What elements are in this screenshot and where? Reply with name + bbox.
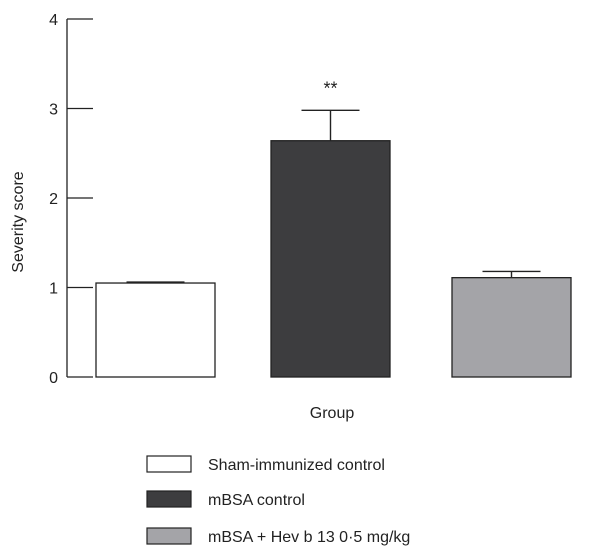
legend-swatch — [146, 455, 192, 473]
legend: Sham-immunized control mBSA control mBSA +… — [146, 455, 410, 546]
y-tick-label: 0 — [49, 370, 58, 387]
bar — [270, 140, 391, 378]
legend-swatch — [146, 490, 192, 508]
y-tick-label: 2 — [49, 191, 58, 208]
y-axis: 0 1 2 3 4 — [49, 12, 93, 387]
legend-label: mBSA control — [208, 492, 305, 509]
legend-swatch — [146, 527, 192, 545]
y-tick-label: 3 — [49, 102, 58, 119]
significance-label: ** — [323, 78, 337, 98]
y-axis-label: Severity score — [10, 171, 27, 272]
legend-label: mBSA + Hev b 13 0·5 mg/kg — [208, 529, 410, 546]
legend-label: Sham-immunized control — [208, 457, 385, 474]
bar — [95, 282, 216, 378]
bar — [451, 277, 572, 378]
y-tick-label: 1 — [49, 281, 58, 298]
x-axis-label: Group — [310, 405, 355, 422]
y-tick-label: 4 — [49, 12, 58, 29]
bars: ** — [95, 78, 572, 378]
